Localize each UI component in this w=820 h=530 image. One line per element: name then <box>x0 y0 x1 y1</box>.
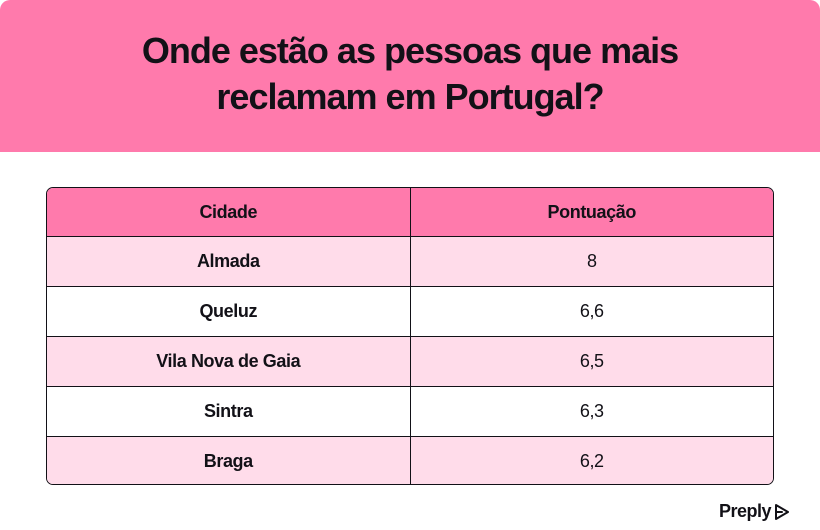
header-banner: Onde estão as pessoas que mais reclamam … <box>0 0 820 152</box>
title-line-2: reclamam em Portugal? <box>216 76 604 117</box>
table-row: Vila Nova de Gaia 6,5 <box>47 336 773 387</box>
page-title: Onde estão as pessoas que mais reclamam … <box>82 28 738 120</box>
table-row: Braga 6,2 <box>47 436 773 484</box>
table-row: Almada 8 <box>47 236 773 287</box>
city-cell: Sintra <box>47 386 411 437</box>
brand-name: Preply <box>718 501 772 521</box>
city-cell: Queluz <box>47 286 411 337</box>
score-cell: 6,6 <box>410 286 773 337</box>
preply-logo-icon <box>775 503 789 520</box>
title-line-1: Onde estão as pessoas que mais <box>141 30 679 71</box>
score-cell: 6,3 <box>410 386 773 437</box>
brand-logo: Preply <box>719 501 790 522</box>
table-row: Sintra 6,3 <box>47 386 773 437</box>
score-cell: 6,2 <box>410 436 773 484</box>
table-header-row: Cidade Pontuação <box>47 188 773 237</box>
ranking-table: Cidade Pontuação Almada 8 Queluz 6,6 Vil… <box>46 187 774 485</box>
city-cell: Braga <box>47 436 411 484</box>
score-cell: 6,5 <box>410 336 773 387</box>
table-row: Queluz 6,6 <box>47 286 773 337</box>
city-cell: Vila Nova de Gaia <box>47 336 411 387</box>
city-cell: Almada <box>47 236 411 287</box>
column-header-score: Pontuação <box>410 188 773 237</box>
score-cell: 8 <box>410 236 773 287</box>
column-header-city: Cidade <box>47 188 411 237</box>
